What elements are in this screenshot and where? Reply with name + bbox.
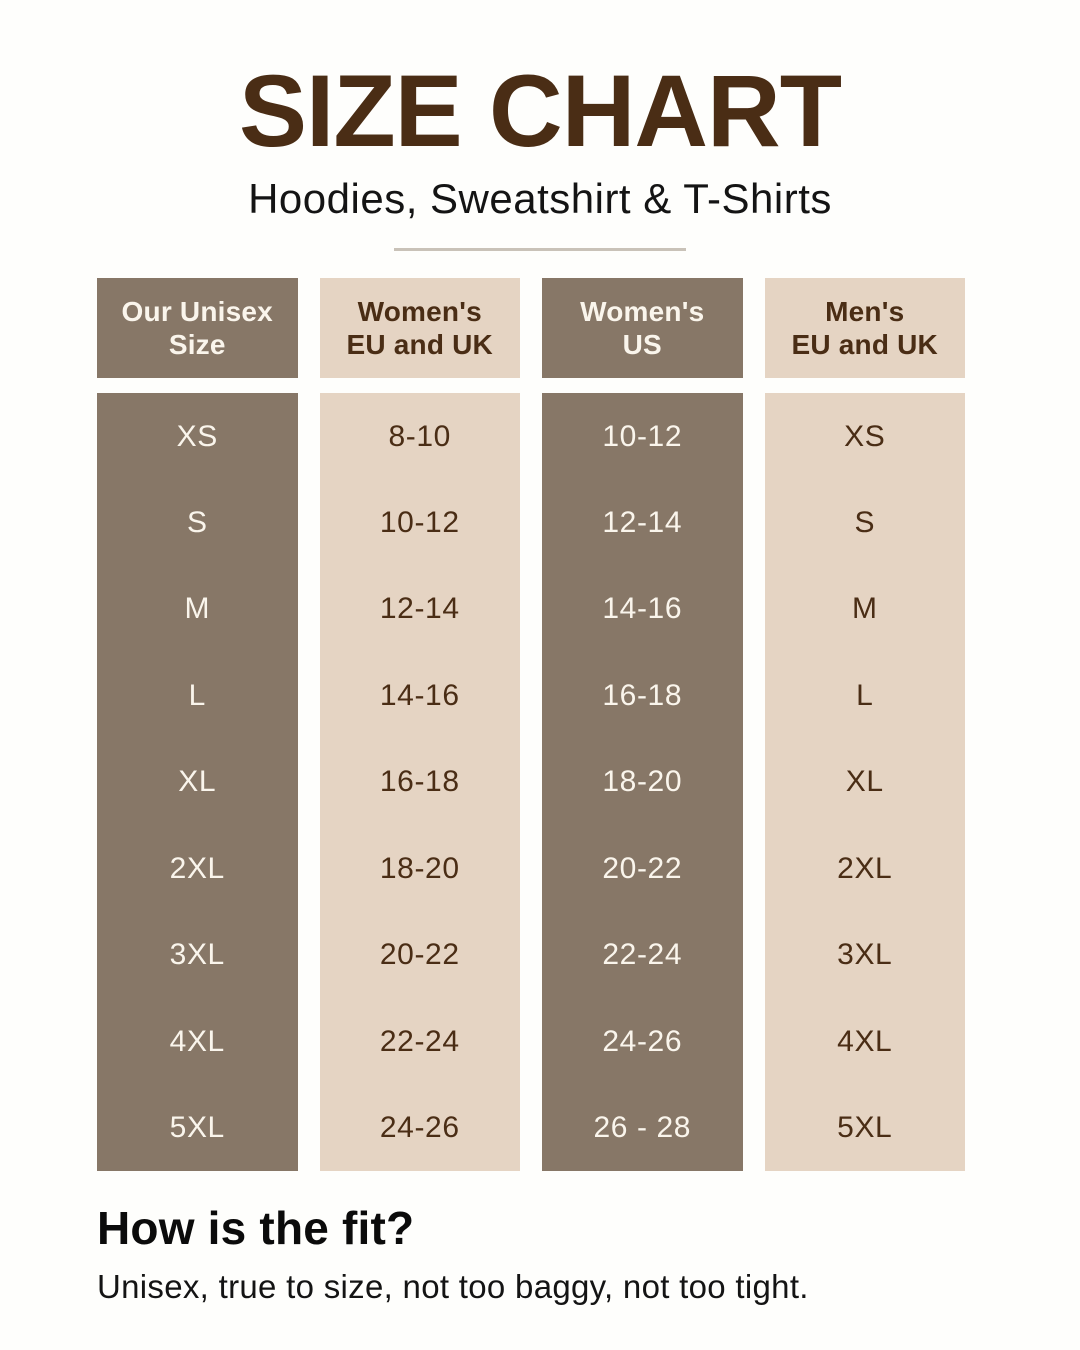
table-cell: 16-18 xyxy=(602,678,683,712)
table-cell: M xyxy=(184,592,211,626)
column-header-unisex-size: Our Unisex Size xyxy=(97,278,298,379)
table-cell: 12-14 xyxy=(379,592,460,626)
table-header-row: Our Unisex Size Women's EU and UK Women'… xyxy=(97,278,965,379)
fit-note: Unisex, true to size, not too baggy, not… xyxy=(97,1267,809,1305)
table-cell: 10-12 xyxy=(602,419,683,453)
table-cell: S xyxy=(186,506,208,540)
table-cell: L xyxy=(856,678,874,712)
table-cell: 12-14 xyxy=(602,506,683,540)
footer-block: How is the fit? Unisex, true to size, no… xyxy=(97,1201,1080,1306)
table-cell: 4XL xyxy=(837,1024,893,1058)
table-cell: 14-16 xyxy=(379,678,460,712)
table-cell: 18-20 xyxy=(379,851,460,885)
table-cell: 5XL xyxy=(837,1111,893,1145)
table-cell: 18-20 xyxy=(602,765,683,799)
table-column-womens-eu-uk: 8-10 10-12 12-14 14-16 16-18 18-20 20-22 22-24 2… xyxy=(319,393,520,1172)
table-column-womens-us: 10-12 12-14 14-16 16-18 18-20 20-22 22-24 24-26… xyxy=(542,393,743,1172)
table-cell: 2XL xyxy=(169,851,225,885)
table-cell: 3XL xyxy=(169,938,225,972)
table-cell: 8-10 xyxy=(388,419,451,453)
table-cell: XL xyxy=(178,765,217,799)
table-cell: S xyxy=(854,506,876,540)
table-cell: 20-22 xyxy=(602,851,683,885)
table-cell: M xyxy=(851,592,878,626)
table-cell: XS xyxy=(844,419,886,453)
table-cell: 24-26 xyxy=(379,1111,460,1145)
table-cell: XS xyxy=(176,419,218,453)
fit-heading: How is the fit? xyxy=(97,1202,415,1255)
divider xyxy=(394,248,686,252)
table-cell: 20-22 xyxy=(379,938,460,972)
header-block: SIZE CHART Hoodies, Sweatshirt & T-Shirt… xyxy=(0,0,1080,252)
table-cell: 2XL xyxy=(837,851,893,885)
size-table: Our Unisex Size Women's EU and UK Women'… xyxy=(97,278,965,1172)
table-cell: 22-24 xyxy=(379,1024,460,1058)
table-column-unisex-size: XS S M L XL 2XL 3XL 4XL 5XL xyxy=(97,393,298,1172)
table-cell: 26 - 28 xyxy=(593,1111,692,1145)
column-header-womens-us: Women's US xyxy=(542,278,743,379)
column-header-mens-eu-uk: Men's EU and UK xyxy=(764,278,965,379)
table-cell: 5XL xyxy=(169,1111,225,1145)
column-header-womens-eu-uk: Women's EU and UK xyxy=(319,278,520,379)
table-cell: 3XL xyxy=(837,938,893,972)
table-cell: 14-16 xyxy=(602,592,683,626)
table-cell: 22-24 xyxy=(602,938,683,972)
table-cell: 24-26 xyxy=(602,1024,683,1058)
table-cell: 4XL xyxy=(169,1024,225,1058)
table-cell: 16-18 xyxy=(379,765,460,799)
table-body: XS S M L XL 2XL 3XL 4XL 5XL 8-10 10-12 12-14 14-16 1… xyxy=(97,393,965,1172)
table-cell: 10-12 xyxy=(379,506,460,540)
page-title: SIZE CHART xyxy=(239,54,842,168)
page-subtitle: Hoodies, Sweatshirt & T-Shirts xyxy=(248,175,832,222)
table-column-mens-eu-uk: XS S M L XL 2XL 3XL 4XL 5XL xyxy=(764,393,965,1172)
table-cell: XL xyxy=(845,765,884,799)
table-cell: L xyxy=(188,678,206,712)
